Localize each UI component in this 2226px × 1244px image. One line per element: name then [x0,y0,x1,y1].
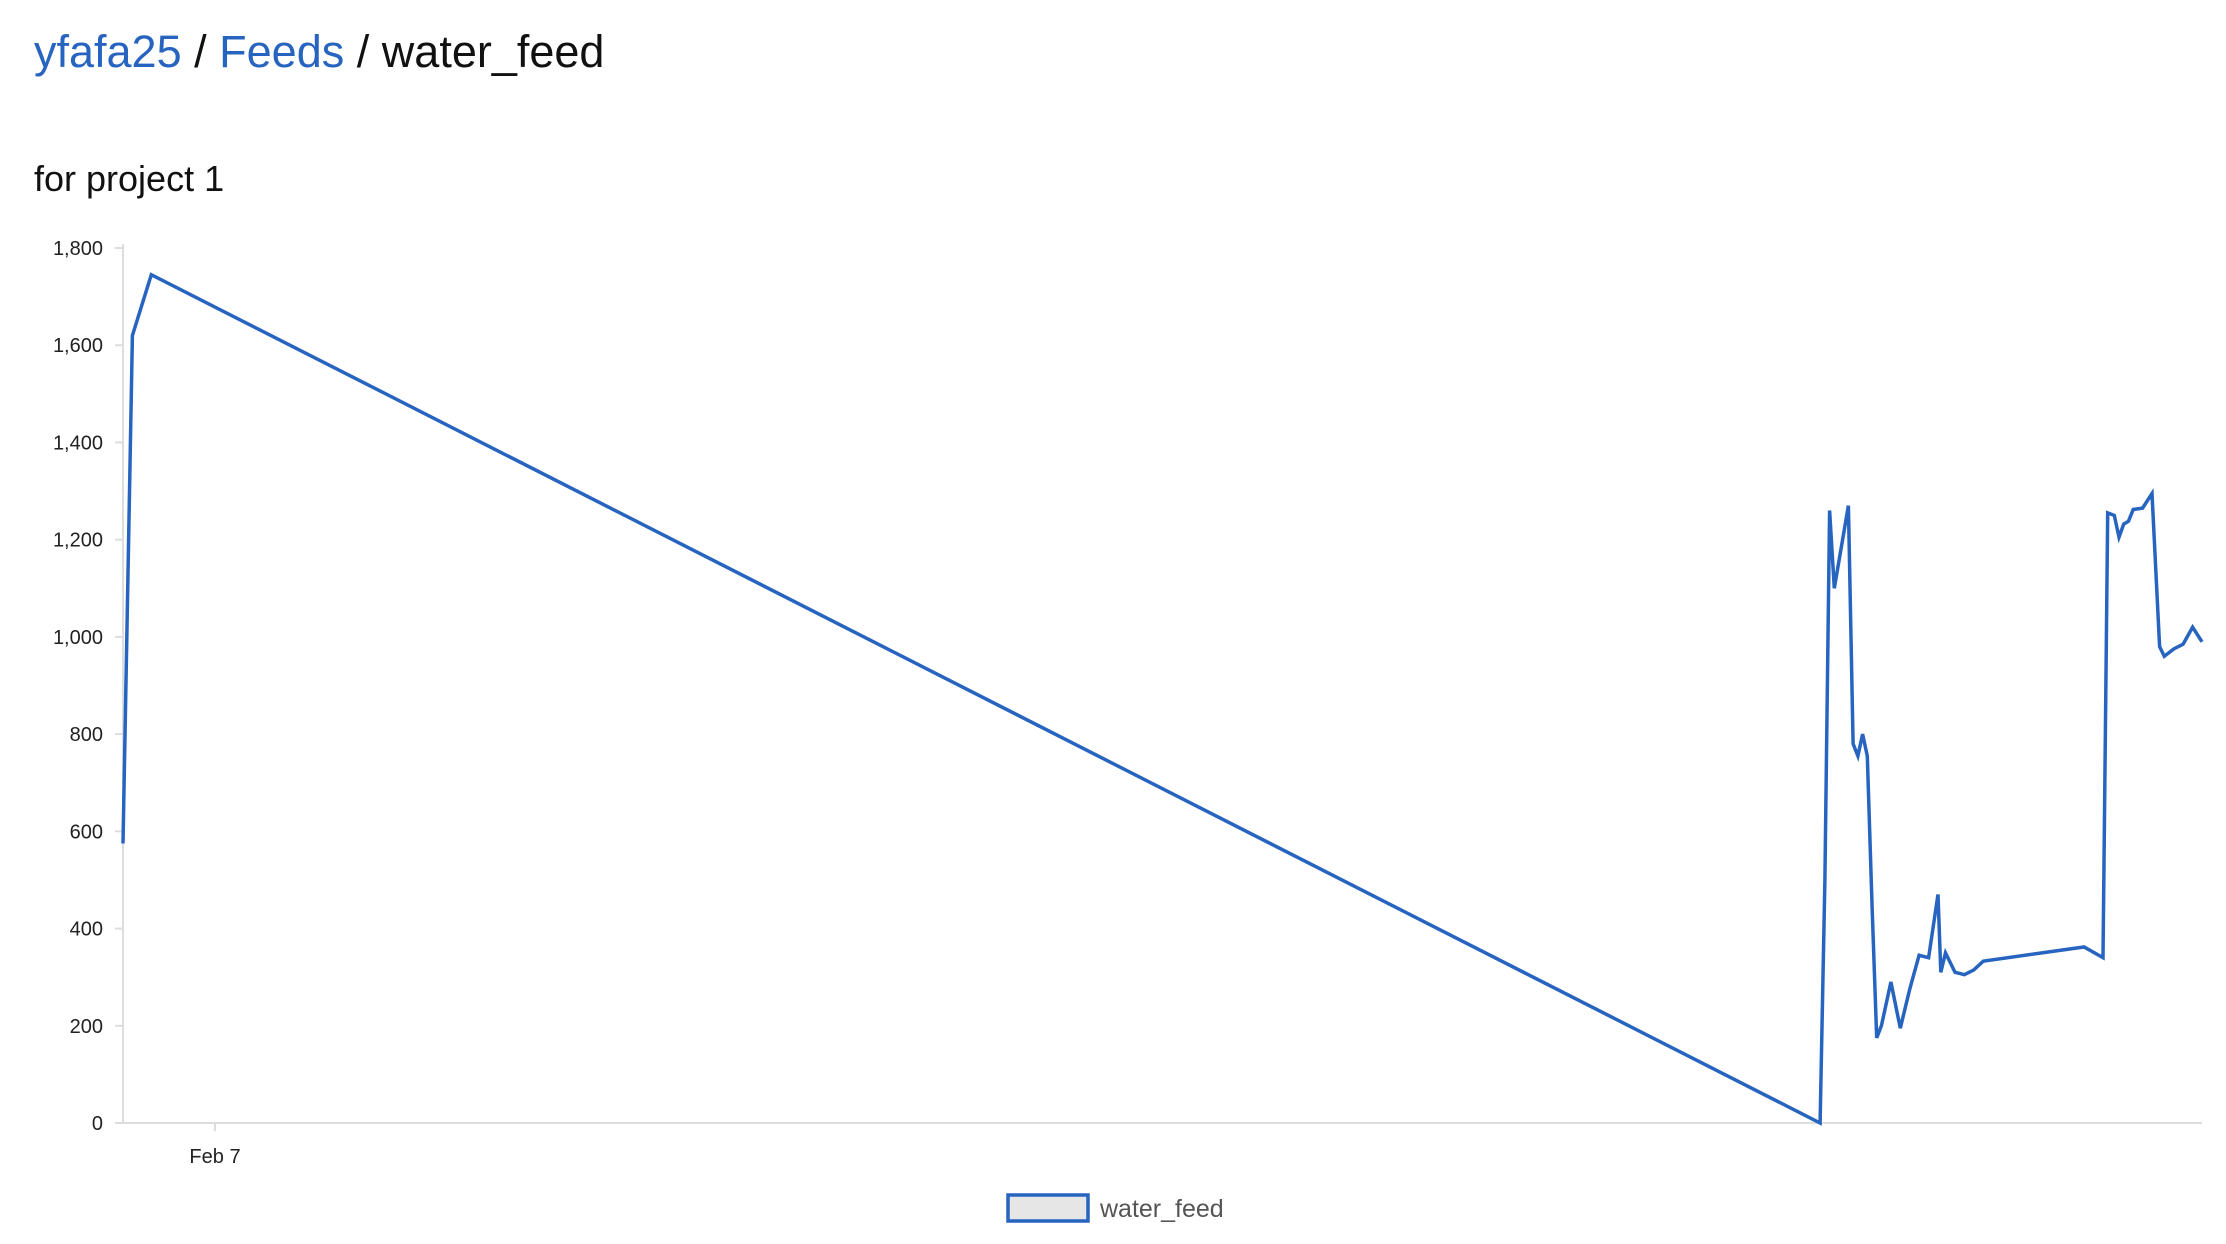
y-tick-label: 1,200 [53,530,103,552]
breadcrumb: yfafa25 / Feeds / water_feed [34,22,604,82]
x-axis: Feb 7 [123,1122,2202,1168]
legend[interactable]: water_feed [1006,1193,1224,1223]
y-tick-label: 200 [70,1016,103,1038]
y-tick-label: 1,000 [53,627,103,649]
y-axis: 0 200 400 600 800 1,000 1,200 1,400 1,600 1,800 [53,238,124,1135]
breadcrumb-separator: / [194,26,207,77]
y-tick-label: 1,800 [53,238,103,260]
breadcrumb-feeds-link[interactable]: Feeds [219,26,345,77]
legend-label[interactable]: water_feed [1099,1195,1224,1223]
feed-description: for project 1 [34,158,225,199]
y-tick-label: 1,600 [53,335,103,357]
y-tick-label: 800 [70,724,103,746]
series-line-water_feed [121,272,2204,1126]
breadcrumb-separator: / [356,26,370,77]
y-tick-label: 0 [92,1113,103,1135]
breadcrumb-user-link[interactable]: yfafa25 [34,26,182,77]
legend-swatch[interactable] [1006,1193,1090,1223]
y-tick-label: 400 [70,919,103,941]
series-layer [121,272,2204,1126]
y-tick-label: 600 [70,821,103,843]
page-title: water_feed [381,26,605,77]
y-tick-label: 1,400 [53,432,103,454]
x-tick-label: Feb 7 [189,1146,240,1168]
